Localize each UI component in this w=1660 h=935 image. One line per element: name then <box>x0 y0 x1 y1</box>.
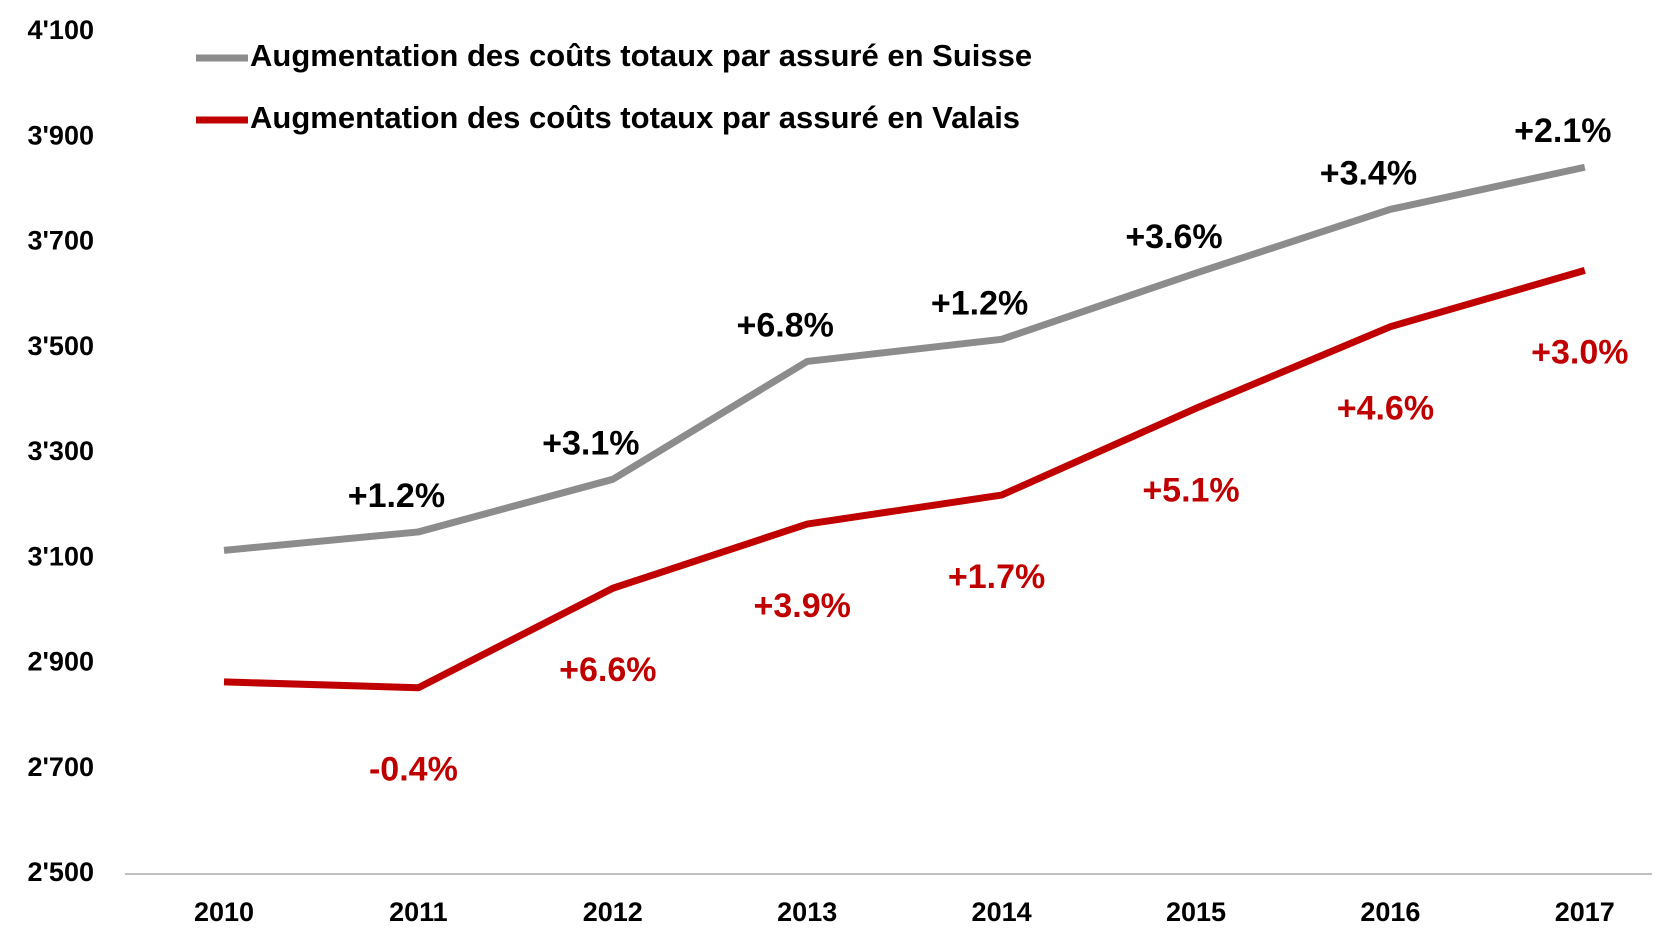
x-tick-label: 2017 <box>1555 897 1615 927</box>
y-tick-label: 3'100 <box>28 541 95 571</box>
y-tick-label: 2'900 <box>28 647 95 677</box>
data-annotation: +3.0% <box>1531 333 1628 371</box>
data-annotation: +2.1% <box>1514 112 1611 150</box>
legend-label: Augmentation des coûts totaux par assuré… <box>250 100 1020 135</box>
data-annotation: +3.6% <box>1125 218 1222 256</box>
y-tick-label: 2'700 <box>28 752 95 782</box>
data-annotation: +1.7% <box>948 558 1045 596</box>
y-tick-label: 2'500 <box>28 857 95 887</box>
y-tick-label: 3'300 <box>28 436 95 466</box>
legend-label: Augmentation des coûts totaux par assuré… <box>250 38 1032 73</box>
data-annotation: +3.4% <box>1320 154 1417 192</box>
data-annotation: +1.2% <box>931 284 1028 322</box>
y-tick-label: 4'100 <box>28 15 95 45</box>
series-line <box>223 163 1586 554</box>
data-annotation: -0.4% <box>369 751 458 789</box>
x-tick-label: 2013 <box>777 897 837 927</box>
x-tick-label: 2014 <box>972 897 1032 927</box>
y-tick-label: 3'500 <box>28 331 95 361</box>
x-tick-label: 2012 <box>583 897 643 927</box>
x-tick-label: 2015 <box>1166 897 1226 927</box>
x-tick-label: 2010 <box>194 897 254 927</box>
data-annotation: +1.2% <box>348 477 445 515</box>
data-annotation: +5.1% <box>1142 471 1239 509</box>
x-tick-label: 2011 <box>389 897 448 927</box>
x-tick-label: 2016 <box>1360 897 1420 927</box>
data-annotation: +6.8% <box>737 306 834 344</box>
data-annotation: +3.1% <box>542 424 639 462</box>
data-annotation: +4.6% <box>1337 390 1434 428</box>
series-line <box>223 267 1586 692</box>
data-annotation: +6.6% <box>559 651 656 689</box>
y-tick-label: 3'700 <box>28 226 95 256</box>
data-annotation: +3.9% <box>754 587 851 625</box>
y-tick-label: 3'900 <box>28 120 95 150</box>
